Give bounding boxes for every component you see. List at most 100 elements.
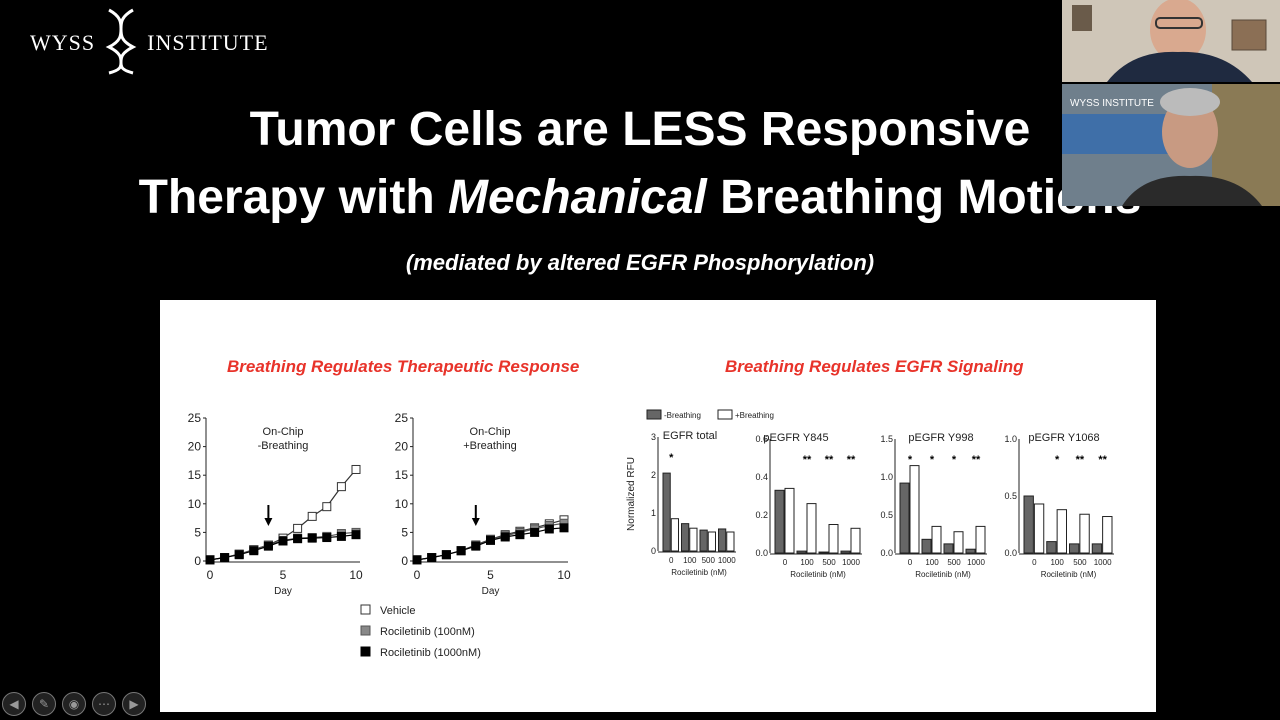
menu-icon[interactable]: ⋯ xyxy=(92,692,116,716)
data-point xyxy=(322,533,332,543)
data-point xyxy=(307,533,317,543)
y-tick-label: 20 xyxy=(395,440,409,454)
x-tick-label: 10 xyxy=(557,568,571,582)
bar xyxy=(1046,541,1057,554)
bar xyxy=(1023,495,1034,554)
next-slide-icon[interactable]: ▶ xyxy=(122,692,146,716)
bar xyxy=(699,529,708,552)
chart-title: pEGFR Y845 xyxy=(763,432,828,444)
data-point xyxy=(205,555,215,565)
x-tick-label: 500 xyxy=(1073,558,1087,567)
x-tick-label: 0 xyxy=(414,568,421,582)
y-tick-label: 20 xyxy=(188,440,202,454)
data-point xyxy=(486,535,495,545)
data-point xyxy=(559,523,569,533)
y-tick-label: 25 xyxy=(395,411,409,425)
legend-label: Rociletinib (100nM) xyxy=(380,626,475,638)
bar xyxy=(707,531,716,552)
y-tick-label: 0.5 xyxy=(880,510,893,520)
bar xyxy=(689,527,698,552)
bar xyxy=(943,543,954,554)
x-tick-label: 100 xyxy=(683,556,697,565)
x-axis-label: Rociletinib (nM) xyxy=(915,570,971,579)
data-point xyxy=(263,541,273,551)
x-tick-label: 1000 xyxy=(718,556,736,565)
x-tick-label: 100 xyxy=(1050,558,1064,567)
chart-title: On-Chip xyxy=(470,426,511,438)
significance-label: * xyxy=(669,452,674,464)
legend-label: -Breathing xyxy=(664,411,701,420)
y-tick-label: 0.0 xyxy=(880,548,893,558)
data-point xyxy=(351,464,361,474)
annotation-arrow-head xyxy=(264,518,273,526)
bar xyxy=(806,503,817,554)
significance-label: ** xyxy=(825,454,834,466)
bar xyxy=(1091,543,1103,554)
x-tick-label: 1000 xyxy=(1094,558,1112,567)
presentation-controls: ◀ ✎ ◉ ⋯ ▶ xyxy=(2,692,146,716)
x-tick-label: 1000 xyxy=(842,558,860,567)
bar xyxy=(1033,503,1045,554)
bar xyxy=(681,523,690,552)
bar xyxy=(1056,509,1067,554)
bar xyxy=(975,525,986,554)
x-axis-label: Day xyxy=(482,586,500,597)
chart-title: pEGFR Y1068 xyxy=(1028,432,1099,444)
data-point xyxy=(412,555,422,565)
x-tick-label: 500 xyxy=(947,558,961,567)
bar xyxy=(909,465,920,554)
x-tick-label: 500 xyxy=(702,556,716,565)
y-tick-label: 1.0 xyxy=(880,472,893,482)
x-tick-label: 1000 xyxy=(967,558,985,567)
slide-title-line1: Tumor Cells are LESS Responsive xyxy=(249,103,1031,156)
legend-swatch xyxy=(646,409,662,420)
data-point xyxy=(322,502,332,512)
y-tick-label: 0 xyxy=(194,554,201,568)
logo-text-left: WYSS xyxy=(30,30,96,55)
participant-2-icon: WYSS INSTITUTE xyxy=(1062,84,1280,206)
data-point xyxy=(278,536,288,546)
bar xyxy=(828,524,839,554)
y-tick-label: 5 xyxy=(401,525,408,539)
significance-label: * xyxy=(930,454,935,466)
title-italic: Mechanical xyxy=(447,171,707,224)
y-tick-label: 1.0 xyxy=(1004,434,1017,444)
y-tick-label: 15 xyxy=(395,468,409,482)
logo-text-right: INSTITUTE xyxy=(147,30,269,55)
bar xyxy=(818,551,829,554)
bar xyxy=(899,482,910,554)
data-point xyxy=(220,553,230,563)
y-tick-label: 2 xyxy=(651,470,656,480)
settings-icon[interactable]: ◉ xyxy=(62,692,86,716)
data-point xyxy=(500,532,510,542)
significance-label: * xyxy=(908,454,913,466)
y-tick-label: 0.5 xyxy=(1004,491,1017,501)
participant-1-icon xyxy=(1062,0,1280,82)
bar xyxy=(953,531,964,554)
chart-title: On-Chip xyxy=(263,426,304,438)
helix-icon xyxy=(101,5,141,81)
series-line xyxy=(209,469,357,561)
bar xyxy=(840,550,851,554)
y-tick-label: 10 xyxy=(188,497,202,511)
legend-swatch xyxy=(360,625,371,636)
bar xyxy=(965,548,976,554)
y-tick-label: 0.6 xyxy=(755,434,768,444)
data-point xyxy=(249,546,259,556)
chart-title: EGFR total xyxy=(663,430,717,442)
significance-label: ** xyxy=(1076,454,1085,466)
annotation-arrow-head xyxy=(471,518,480,526)
chart-title: +Breathing xyxy=(463,440,517,452)
y-tick-label: 1 xyxy=(651,508,656,518)
video-tile-2[interactable]: WYSS INSTITUTE xyxy=(1062,84,1280,206)
y-tick-label: 0.2 xyxy=(755,510,768,520)
significance-label: ** xyxy=(803,454,812,466)
x-tick-label: 0 xyxy=(1032,558,1037,567)
pen-icon[interactable]: ✎ xyxy=(32,692,56,716)
video-tile-1[interactable] xyxy=(1062,0,1280,82)
bar xyxy=(1069,543,1080,554)
significance-label: * xyxy=(1055,454,1060,466)
chart-title: -Breathing xyxy=(258,440,309,452)
data-point xyxy=(427,553,437,563)
prev-slide-icon[interactable]: ◀ xyxy=(2,692,26,716)
